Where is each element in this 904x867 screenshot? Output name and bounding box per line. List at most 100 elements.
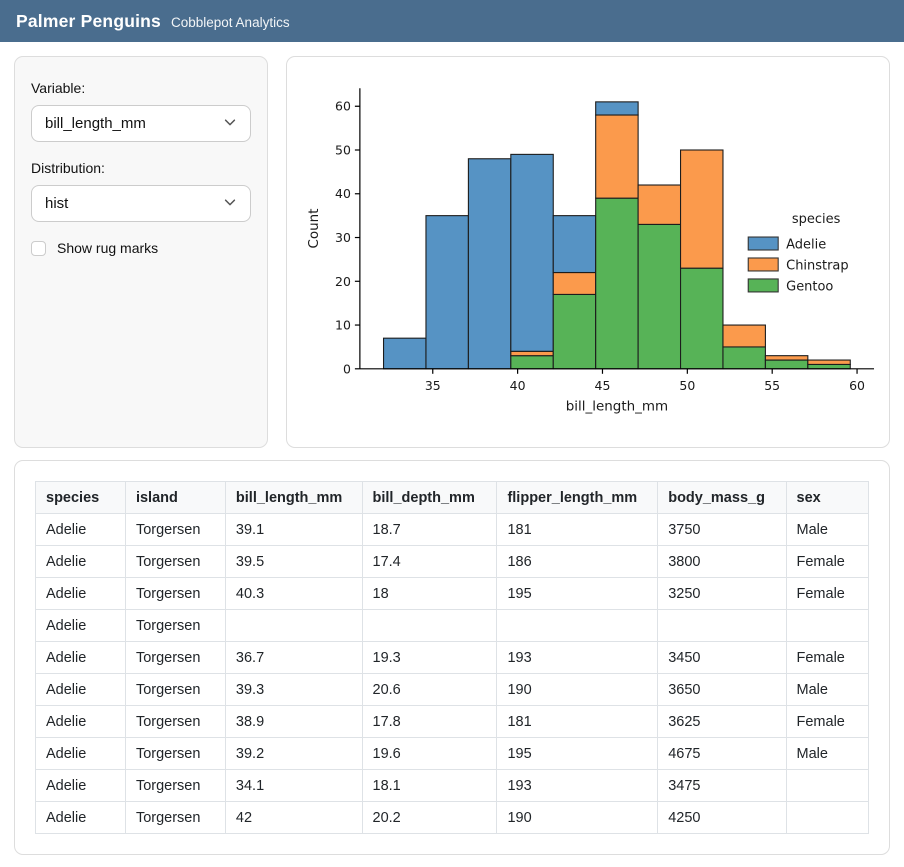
table-cell: Adelie	[35, 673, 126, 706]
table-cell: 181	[496, 513, 659, 546]
histogram-bar-segment-chinstrap	[722, 324, 766, 348]
table-cell: 39.3	[224, 673, 363, 706]
table-cell: Torgersen	[124, 737, 226, 770]
y-tick-label: 0	[343, 361, 351, 376]
histogram-bar-segment-chinstrap	[679, 149, 724, 269]
chevron-down-icon	[223, 195, 237, 213]
histogram-bar-segment-gentoo	[679, 267, 724, 370]
sidebar-panel: Variable: bill_length_mm Distribution: h…	[14, 56, 268, 448]
table-panel: species island bill_length_mm bill_depth_mm…	[14, 460, 890, 855]
table-cell: 18.1	[361, 769, 498, 802]
table-cell: 40.3	[224, 577, 363, 610]
app-subtitle: Cobblepot Analytics	[171, 15, 290, 30]
table-cell: Female	[785, 577, 869, 610]
table-cell: 19.6	[361, 737, 498, 770]
rug-checkbox-label[interactable]: Show rug marks	[57, 240, 159, 256]
variable-select-value: bill_length_mm	[45, 115, 146, 132]
table-cell	[785, 609, 869, 642]
chart-panel: 0 10 20 30 40 50 60 35 40 45 50 55 60 bill_length_mm C…	[286, 56, 890, 448]
variable-select[interactable]: bill_length_mm	[31, 105, 251, 142]
histogram-bar-segment-adelie	[552, 215, 597, 274]
legend-title: species	[792, 212, 841, 227]
column-header: bill_length_mm	[224, 481, 363, 514]
chevron-down-icon	[223, 115, 237, 133]
column-header: sex	[785, 481, 869, 514]
table-cell: Adelie	[35, 737, 126, 770]
table-cell	[224, 609, 363, 642]
x-axis-label: bill_length_mm	[566, 399, 668, 415]
table-cell: 39.1	[224, 513, 363, 546]
column-header: flipper_length_mm	[496, 481, 659, 514]
table-row: Adelie Torgersen 34.1 18.1 193 3475	[35, 769, 869, 802]
table-cell: 4250	[657, 801, 787, 834]
histogram-bar-segment-adelie	[595, 101, 639, 116]
legend-swatch-adelie	[747, 236, 779, 251]
histogram-bar-segment-gentoo	[510, 355, 554, 370]
column-header: island	[124, 481, 226, 514]
y-tick-label: 10	[335, 318, 351, 333]
histogram-bar-segment-chinstrap	[807, 359, 851, 365]
table-cell: 17.8	[361, 705, 498, 738]
legend-label: Gentoo	[786, 279, 833, 294]
table-row: Adelie Torgersen 39.5 17.4 186 3800 Female	[35, 545, 869, 578]
table-cell: Torgersen	[124, 641, 226, 674]
table-cell: 3625	[657, 705, 787, 738]
y-axis-label: Count	[306, 209, 322, 249]
y-tick-label: 50	[335, 142, 351, 157]
table-cell: Adelie	[35, 609, 126, 642]
histogram-bar-segment-gentoo	[807, 363, 851, 370]
legend-swatch-chinstrap	[747, 257, 779, 272]
table-row: Adelie Torgersen 38.9 17.8 181 3625 Female	[35, 705, 869, 738]
histogram-bar-segment-gentoo	[637, 223, 682, 370]
x-tick-label: 45	[595, 378, 611, 393]
table-cell: Adelie	[35, 545, 126, 578]
app-title: Palmer Penguins	[16, 11, 161, 31]
table-cell: 18	[361, 577, 498, 610]
table-cell: 18.7	[361, 513, 498, 546]
table-cell: Adelie	[35, 801, 126, 834]
column-header: bill_depth_mm	[361, 481, 498, 514]
table-cell: Torgersen	[124, 801, 226, 834]
rug-checkbox[interactable]	[31, 240, 46, 256]
table-cell: 17.4	[361, 545, 498, 578]
distribution-label: Distribution:	[31, 160, 105, 176]
table-row: Adelie Torgersen 42 20.2 190 4250	[35, 801, 869, 834]
histogram-bar-segment-adelie	[467, 158, 512, 370]
distribution-select[interactable]: hist	[31, 185, 251, 222]
table-cell: Adelie	[35, 705, 126, 738]
table-cell: Female	[785, 641, 869, 674]
column-header: body_mass_g	[657, 481, 787, 514]
table-cell: Female	[785, 705, 869, 738]
variable-label: Variable:	[31, 80, 86, 96]
table-cell: 3475	[657, 769, 787, 802]
table-cell: 20.2	[361, 801, 498, 834]
table-cell: 19.3	[361, 641, 498, 674]
y-tick-label: 40	[335, 186, 351, 201]
legend-label: Chinstrap	[786, 258, 848, 273]
table-head: species island bill_length_mm bill_depth_mm…	[35, 481, 869, 514]
histogram-bar-segment-adelie	[382, 337, 427, 370]
x-tick-label: 55	[764, 378, 780, 393]
table-row: Adelie Torgersen 39.2 19.6 195 4675 Male	[35, 737, 869, 770]
main-row: Variable: bill_length_mm Distribution: h…	[0, 42, 904, 448]
app-header: Palmer Penguins Cobblepot Analytics	[0, 0, 904, 42]
table-cell: 34.1	[224, 769, 363, 802]
table-cell: Adelie	[35, 641, 126, 674]
histogram-bar-segment-gentoo	[722, 346, 766, 370]
table-cell	[361, 609, 498, 642]
histogram-bar-segment-chinstrap	[510, 350, 554, 357]
table-cell: Adelie	[35, 769, 126, 802]
table-cell: 3650	[657, 673, 787, 706]
table-header-row: species island bill_length_mm bill_depth_mm…	[35, 481, 869, 514]
table-row: Adelie Torgersen 39.1 18.7 181 3750 Male	[35, 513, 869, 546]
y-tick-label: 30	[335, 230, 351, 245]
x-tick-label: 40	[510, 378, 526, 393]
table-cell: 186	[496, 545, 659, 578]
table-cell: 195	[496, 577, 659, 610]
table-cell: 38.9	[224, 705, 363, 738]
x-tick-label: 35	[425, 378, 441, 393]
table-cell: 3750	[657, 513, 787, 546]
histogram-bar-segment-adelie	[510, 153, 554, 352]
table-cell: Torgersen	[124, 545, 226, 578]
